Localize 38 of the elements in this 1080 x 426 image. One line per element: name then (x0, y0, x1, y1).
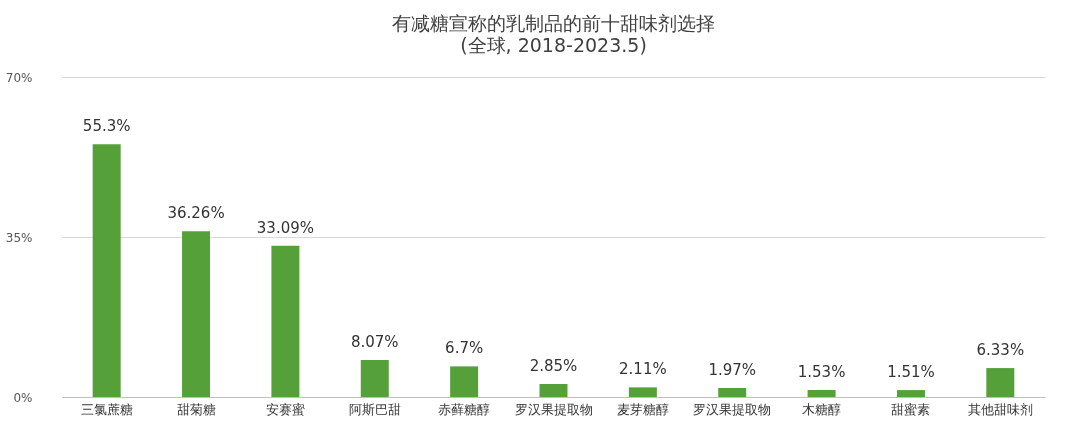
data-label: 55.3% (82, 117, 131, 136)
y-tick-label: 35% (5, 230, 33, 245)
data-label: 33.09% (256, 218, 315, 237)
x-tick-label: 其他甜味剂 (967, 401, 1033, 417)
data-label: 2.85% (529, 356, 578, 375)
bar (360, 360, 389, 397)
data-label: 1.53% (797, 363, 846, 382)
y-tick-label: 70% (5, 70, 33, 85)
data-label: 8.07% (350, 333, 399, 352)
data-label: 6.7% (445, 339, 484, 358)
x-tick-label: 三氯蔗糖 (80, 401, 133, 417)
bar (271, 245, 300, 397)
data-label: 6.33% (976, 341, 1025, 360)
x-tick-label: 甜蜜素 (891, 401, 931, 417)
bar (807, 390, 836, 397)
bar (628, 387, 657, 397)
bar (92, 144, 121, 397)
data-label: 1.97% (708, 360, 757, 379)
x-tick-label: 赤藓糖醇 (438, 401, 491, 417)
x-tick-label: 木糖醇 (802, 401, 842, 417)
chart-title: 有减糖宣称的乳制品的前十甜味剂选择 (392, 12, 715, 34)
x-tick-label: 安赛蜜 (265, 401, 305, 417)
bar (718, 387, 747, 397)
bar (539, 383, 568, 397)
bar (450, 366, 479, 397)
data-label: 36.26% (167, 204, 225, 223)
bar (182, 231, 211, 397)
data-label: 1.51% (887, 363, 935, 382)
x-tick-label: 麦芽糖醇 (616, 401, 669, 417)
chart-subtitle: (全球, 2018-2023.5) (460, 34, 647, 56)
x-tick-label: 甜菊糖 (176, 401, 216, 417)
y-tick-label: 0% (13, 390, 33, 405)
x-tick-label: 阿斯巴甜 (348, 401, 401, 417)
bar (896, 390, 925, 397)
x-tick-label: 罗汉果提取物 (693, 401, 772, 417)
bar (986, 368, 1015, 397)
x-tick-label: 罗汉果提取物 (514, 401, 593, 417)
data-label: 2.11% (619, 360, 667, 379)
